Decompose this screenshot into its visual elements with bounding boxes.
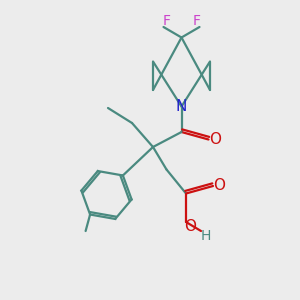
Text: O: O xyxy=(209,132,221,147)
Text: O: O xyxy=(214,178,226,194)
Text: H: H xyxy=(200,229,211,242)
Text: F: F xyxy=(163,14,170,28)
Text: O: O xyxy=(184,219,196,234)
Text: F: F xyxy=(193,14,200,28)
Text: N: N xyxy=(176,99,187,114)
